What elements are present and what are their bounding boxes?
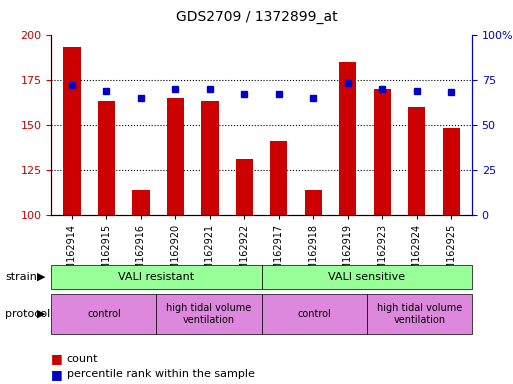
Bar <box>167 98 184 215</box>
Bar <box>132 190 150 215</box>
Bar <box>64 47 81 215</box>
Bar <box>236 159 253 215</box>
Text: VALI resistant: VALI resistant <box>119 272 194 282</box>
Text: protocol: protocol <box>5 309 50 319</box>
Bar <box>305 190 322 215</box>
Bar <box>373 89 391 215</box>
Text: control: control <box>298 309 331 319</box>
Bar <box>270 141 287 215</box>
Bar <box>201 101 219 215</box>
Text: strain: strain <box>5 272 37 282</box>
Text: high tidal volume
ventilation: high tidal volume ventilation <box>377 303 462 325</box>
Text: percentile rank within the sample: percentile rank within the sample <box>67 369 254 379</box>
Bar <box>443 128 460 215</box>
Text: GDS2709 / 1372899_at: GDS2709 / 1372899_at <box>175 10 338 23</box>
Bar <box>408 107 425 215</box>
Text: VALI sensitive: VALI sensitive <box>328 272 405 282</box>
Text: high tidal volume
ventilation: high tidal volume ventilation <box>166 303 252 325</box>
Bar <box>339 62 357 215</box>
Text: ▶: ▶ <box>37 272 46 282</box>
Text: ■: ■ <box>51 368 63 381</box>
Bar <box>98 101 115 215</box>
Text: control: control <box>87 309 121 319</box>
Text: ▶: ▶ <box>37 309 46 319</box>
Text: count: count <box>67 354 98 364</box>
Text: ■: ■ <box>51 353 63 366</box>
